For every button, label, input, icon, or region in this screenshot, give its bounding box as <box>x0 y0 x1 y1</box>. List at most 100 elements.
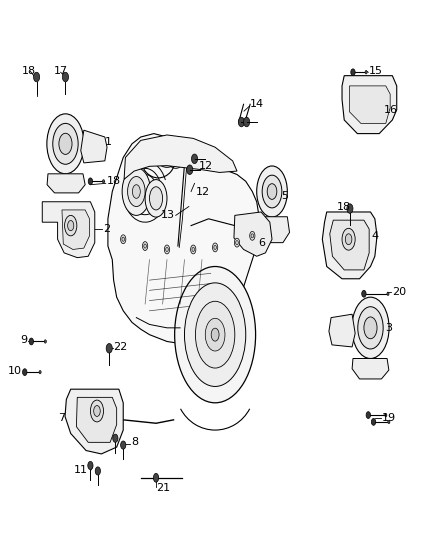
Ellipse shape <box>387 420 389 424</box>
Ellipse shape <box>191 154 197 164</box>
Ellipse shape <box>165 247 168 252</box>
Text: 14: 14 <box>250 99 264 109</box>
Polygon shape <box>255 217 289 243</box>
Polygon shape <box>47 174 85 193</box>
Ellipse shape <box>364 70 366 74</box>
Polygon shape <box>321 212 376 279</box>
Text: 16: 16 <box>383 105 397 115</box>
Ellipse shape <box>234 238 239 247</box>
Ellipse shape <box>53 123 78 164</box>
Ellipse shape <box>106 343 112 353</box>
Ellipse shape <box>238 117 244 127</box>
Ellipse shape <box>261 175 281 208</box>
Ellipse shape <box>371 418 375 425</box>
Polygon shape <box>62 210 89 249</box>
Ellipse shape <box>345 234 351 245</box>
Text: 7: 7 <box>58 413 65 423</box>
Ellipse shape <box>365 411 370 418</box>
Ellipse shape <box>256 166 287 217</box>
Text: 13: 13 <box>160 211 174 220</box>
Ellipse shape <box>88 462 93 470</box>
Ellipse shape <box>267 184 276 199</box>
Ellipse shape <box>39 370 41 374</box>
Polygon shape <box>81 130 107 163</box>
Polygon shape <box>341 76 396 134</box>
Ellipse shape <box>127 176 145 206</box>
Ellipse shape <box>120 235 126 244</box>
Ellipse shape <box>191 247 194 252</box>
Ellipse shape <box>186 165 192 174</box>
Ellipse shape <box>205 318 224 351</box>
Ellipse shape <box>120 441 126 449</box>
Ellipse shape <box>235 240 238 245</box>
Text: 22: 22 <box>113 342 127 352</box>
Text: 18: 18 <box>106 176 120 187</box>
Text: 12: 12 <box>198 160 212 171</box>
Ellipse shape <box>153 473 158 482</box>
Polygon shape <box>351 359 388 379</box>
Ellipse shape <box>251 234 253 238</box>
Ellipse shape <box>249 231 254 240</box>
Text: 1: 1 <box>104 137 111 147</box>
Ellipse shape <box>195 301 234 368</box>
Ellipse shape <box>132 185 140 198</box>
Ellipse shape <box>386 292 388 295</box>
Text: 12: 12 <box>195 187 209 197</box>
Ellipse shape <box>33 72 39 82</box>
Ellipse shape <box>357 306 382 349</box>
Ellipse shape <box>144 244 146 248</box>
Ellipse shape <box>341 228 354 250</box>
Ellipse shape <box>29 338 33 345</box>
Ellipse shape <box>47 114 84 174</box>
Polygon shape <box>329 220 368 270</box>
Ellipse shape <box>164 245 169 254</box>
Ellipse shape <box>122 237 124 241</box>
Text: 2: 2 <box>103 224 110 234</box>
Ellipse shape <box>67 221 74 231</box>
Ellipse shape <box>346 204 352 213</box>
Ellipse shape <box>363 317 376 339</box>
Ellipse shape <box>213 245 216 249</box>
Polygon shape <box>349 86 389 123</box>
Text: 21: 21 <box>155 483 170 493</box>
Ellipse shape <box>64 215 77 236</box>
Ellipse shape <box>122 168 150 215</box>
Ellipse shape <box>184 283 245 386</box>
Ellipse shape <box>95 467 100 475</box>
Text: 20: 20 <box>392 287 406 297</box>
Ellipse shape <box>90 400 103 422</box>
Ellipse shape <box>211 328 219 341</box>
Polygon shape <box>65 389 123 454</box>
Ellipse shape <box>59 133 72 155</box>
Ellipse shape <box>384 414 386 417</box>
Polygon shape <box>328 314 354 347</box>
Polygon shape <box>76 398 117 442</box>
Ellipse shape <box>149 187 162 210</box>
Text: 6: 6 <box>258 238 265 248</box>
Ellipse shape <box>212 243 217 252</box>
Text: 8: 8 <box>131 438 138 447</box>
Text: 5: 5 <box>281 191 288 201</box>
Ellipse shape <box>88 178 92 185</box>
Ellipse shape <box>102 180 104 183</box>
Ellipse shape <box>93 406 100 416</box>
Text: 4: 4 <box>371 231 378 241</box>
Ellipse shape <box>350 69 354 76</box>
Polygon shape <box>124 135 237 179</box>
Text: 19: 19 <box>381 414 395 424</box>
Polygon shape <box>244 224 259 246</box>
Ellipse shape <box>145 180 166 217</box>
Polygon shape <box>233 212 272 256</box>
Ellipse shape <box>22 369 27 376</box>
Ellipse shape <box>351 297 388 359</box>
Text: 18: 18 <box>21 66 36 76</box>
Ellipse shape <box>142 241 148 251</box>
Ellipse shape <box>243 117 249 127</box>
Text: 9: 9 <box>21 335 28 345</box>
Ellipse shape <box>62 72 68 82</box>
Text: 15: 15 <box>368 66 382 76</box>
Text: 17: 17 <box>54 66 68 76</box>
Text: 10: 10 <box>8 367 21 376</box>
Ellipse shape <box>44 340 46 343</box>
Ellipse shape <box>190 245 195 254</box>
